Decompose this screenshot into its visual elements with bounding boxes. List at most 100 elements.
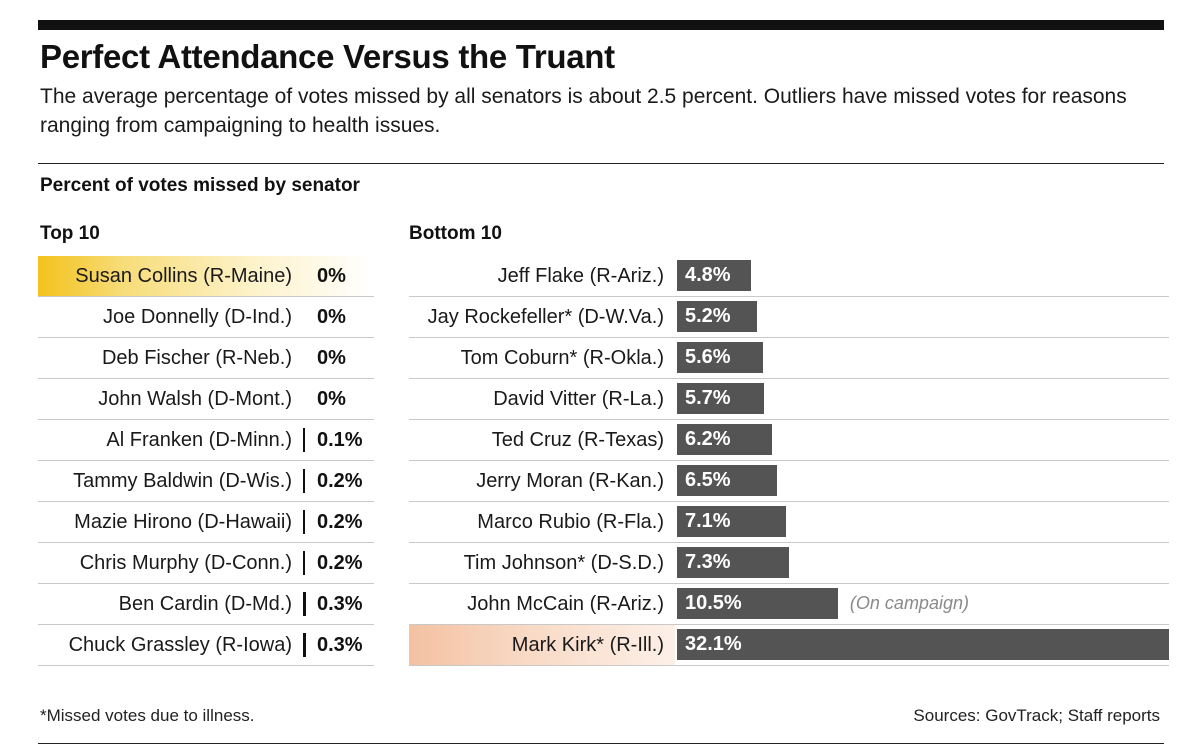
bar	[677, 547, 789, 578]
data-label: 0.1%	[317, 429, 363, 451]
bar	[677, 629, 1169, 660]
list-item: Joe Donnelly (D-Ind.) 0%	[38, 297, 374, 338]
value-tick	[303, 428, 305, 452]
value-tick	[303, 551, 305, 575]
footnote: *Missed votes due to illness.	[40, 706, 255, 725]
list-item: Mark Kirk* (R-Ill.) 32.1%	[409, 625, 1169, 666]
senator-name: Ted Cruz (R-Texas)	[491, 429, 664, 451]
row-divider	[409, 665, 1169, 666]
senator-name: Jerry Moran (R-Kan.)	[476, 470, 664, 492]
senator-name: Susan Collins (R-Maine)	[75, 265, 292, 287]
data-label: 10.5%	[685, 592, 742, 614]
list-item: Jerry Moran (R-Kan.) 6.5%	[409, 461, 1169, 502]
data-label: 0%	[317, 306, 346, 328]
senator-name: Tim Johnson* (D-S.D.)	[463, 552, 664, 574]
row-divider	[38, 624, 374, 625]
data-label: 0%	[317, 265, 346, 287]
bar	[677, 588, 838, 619]
row-divider	[38, 583, 374, 584]
bar	[677, 260, 751, 291]
senator-name: Mark Kirk* (R-Ill.)	[511, 634, 664, 656]
bar	[677, 301, 757, 332]
data-label: 4.8%	[685, 264, 731, 286]
data-label: 7.3%	[685, 551, 731, 573]
senator-name: David Vitter (R-La.)	[493, 388, 664, 410]
chart-title: Percent of votes missed by senator	[40, 175, 360, 196]
row-divider	[409, 583, 1169, 584]
value-tick	[303, 510, 305, 534]
list-item: Chuck Grassley (R-Iowa) 0.3%	[38, 625, 374, 666]
data-label: 5.2%	[685, 305, 731, 327]
list-item: Ted Cruz (R-Texas) 6.2%	[409, 420, 1169, 461]
row-divider	[38, 337, 374, 338]
list-item: Tammy Baldwin (D-Wis.) 0.2%	[38, 461, 374, 502]
list-item: Susan Collins (R-Maine) 0%	[38, 256, 374, 297]
list-item: Mazie Hirono (D-Hawaii) 0.2%	[38, 502, 374, 543]
row-divider	[409, 337, 1169, 338]
row-divider	[409, 460, 1169, 461]
list-item: John Walsh (D-Mont.) 0%	[38, 379, 374, 420]
row-divider	[38, 378, 374, 379]
senator-name: Deb Fischer (R-Neb.)	[101, 347, 292, 369]
list-item: Deb Fischer (R-Neb.) 0%	[38, 338, 374, 379]
list-item: Chris Murphy (D-Conn.) 0.2%	[38, 543, 374, 584]
senator-name: Tom Coburn* (R-Okla.)	[460, 347, 664, 369]
list-item: David Vitter (R-La.) 5.7%	[409, 379, 1169, 420]
row-divider	[409, 419, 1169, 420]
senator-name: Chuck Grassley (R-Iowa)	[68, 634, 292, 656]
row-divider	[409, 542, 1169, 543]
list-item: Tim Johnson* (D-S.D.) 7.3%	[409, 543, 1169, 584]
row-divider	[38, 542, 374, 543]
value-tick	[303, 633, 306, 657]
senator-name: Jay Rockefeller* (D-W.Va.)	[427, 306, 664, 328]
highlight-band	[409, 625, 675, 665]
sources-credit: Sources: GovTrack; Staff reports	[913, 706, 1160, 725]
data-label: 5.6%	[685, 346, 731, 368]
data-label: 0.2%	[317, 470, 363, 492]
senator-name: Al Franken (D-Minn.)	[106, 429, 292, 451]
page-subtitle: The average percentage of votes missed b…	[40, 85, 1127, 137]
bar	[677, 383, 765, 414]
list-item: Jeff Flake (R-Ariz.) 4.8%	[409, 256, 1169, 297]
bar	[677, 506, 786, 537]
data-label: 0.3%	[317, 593, 363, 615]
senator-name: Chris Murphy (D-Conn.)	[79, 552, 292, 574]
highlight-band	[38, 256, 374, 296]
list-item: Ben Cardin (D-Md.) 0.3%	[38, 584, 374, 625]
group-label-top: Top 10	[40, 223, 100, 244]
senator-name: John Walsh (D-Mont.)	[98, 388, 292, 410]
data-label: 0%	[317, 347, 346, 369]
top-rule	[38, 20, 1164, 30]
data-label: 6.5%	[685, 469, 731, 491]
value-tick	[303, 469, 305, 493]
list-item: Jay Rockefeller* (D-W.Va.) 5.2%	[409, 297, 1169, 338]
row-divider	[38, 501, 374, 502]
value-tick	[303, 592, 306, 616]
senator-name: John McCain (R-Ariz.)	[467, 593, 664, 615]
list-item: Al Franken (D-Minn.) 0.1%	[38, 420, 374, 461]
data-label: 5.7%	[685, 387, 731, 409]
data-label: 0.3%	[317, 634, 363, 656]
row-divider	[38, 460, 374, 461]
row-divider	[409, 296, 1169, 297]
row-divider	[38, 419, 374, 420]
bottom-rule	[38, 743, 1164, 744]
senator-name: Jeff Flake (R-Ariz.)	[497, 265, 664, 287]
group-label-bottom: Bottom 10	[409, 223, 502, 244]
row-divider	[38, 665, 374, 666]
list-item: Marco Rubio (R-Fla.) 7.1%	[409, 502, 1169, 543]
row-divider	[409, 624, 1169, 625]
data-label: 0.2%	[317, 511, 363, 533]
bar	[677, 342, 763, 373]
row-divider	[409, 501, 1169, 502]
page-title: Perfect Attendance Versus the Truant	[40, 38, 615, 75]
bar	[677, 465, 777, 496]
bar	[677, 424, 773, 455]
data-label: 32.1%	[685, 633, 742, 655]
senator-name: Joe Donnelly (D-Ind.)	[103, 306, 292, 328]
senator-name: Ben Cardin (D-Md.)	[118, 593, 292, 615]
section-divider	[38, 163, 1164, 164]
row-divider	[409, 378, 1169, 379]
senator-name: Mazie Hirono (D-Hawaii)	[74, 511, 292, 533]
senator-name: Tammy Baldwin (D-Wis.)	[73, 470, 292, 492]
